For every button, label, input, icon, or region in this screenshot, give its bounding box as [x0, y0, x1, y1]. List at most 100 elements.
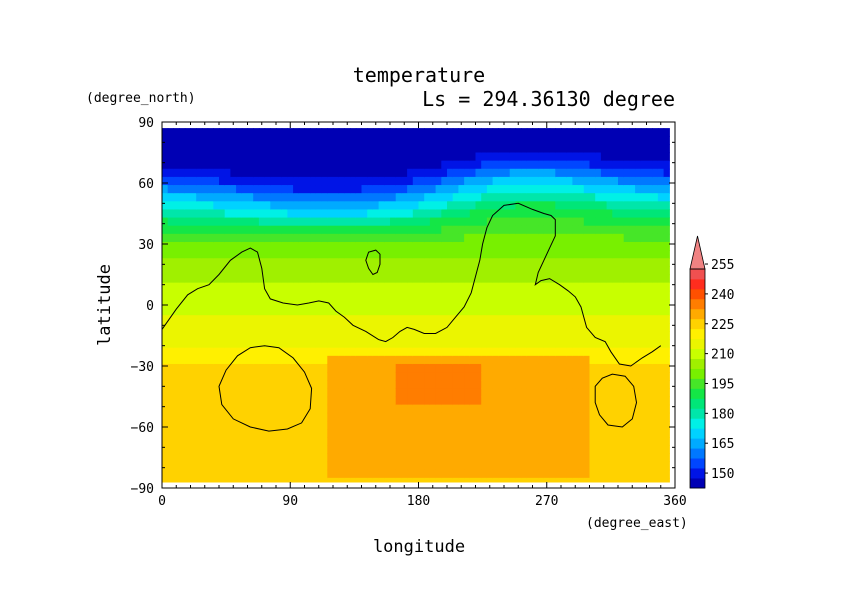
field-cell	[315, 388, 323, 398]
field-cell	[629, 136, 636, 145]
field-cell	[298, 437, 306, 446]
x-tick-label: 180	[407, 494, 430, 509]
field-cell	[401, 241, 408, 251]
field-cell	[521, 266, 528, 276]
y-tick-label: 0	[146, 299, 154, 314]
field-cell	[355, 445, 363, 455]
field-cell	[190, 266, 197, 276]
field-cell	[429, 388, 437, 398]
field-cell	[657, 323, 665, 333]
field-cell	[566, 241, 573, 251]
field-cell	[635, 331, 642, 341]
field-cell	[492, 347, 499, 357]
field-cell	[481, 461, 488, 471]
field-cell	[338, 193, 345, 202]
field-cell	[378, 152, 385, 162]
field-cell	[606, 225, 613, 235]
field-cell	[162, 217, 169, 227]
field-cell	[424, 233, 431, 243]
field-cell	[589, 380, 596, 389]
field-cell	[304, 136, 311, 145]
field-cell	[452, 201, 459, 211]
field-cell	[179, 152, 186, 162]
field-cell	[492, 152, 499, 162]
field-cell	[355, 136, 363, 145]
field-cell	[441, 241, 448, 251]
field-cell	[635, 274, 642, 284]
field-cell	[179, 250, 186, 259]
field-cell	[219, 136, 226, 145]
field-cell	[338, 144, 345, 154]
field-cell	[549, 323, 556, 333]
field-cell	[475, 290, 482, 300]
field-cell	[646, 225, 653, 235]
field-cell	[629, 160, 636, 170]
field-cell	[566, 323, 573, 333]
field-cell	[555, 176, 562, 186]
field-cell	[532, 347, 539, 357]
field-cell	[236, 274, 243, 284]
field-cell	[213, 266, 220, 276]
field-cell	[287, 420, 294, 430]
field-cell	[344, 388, 351, 398]
field-cell	[190, 217, 197, 227]
field-cell	[201, 266, 209, 276]
field-cell	[555, 355, 562, 365]
field-cell	[429, 185, 437, 194]
field-cell	[287, 437, 294, 446]
field-cell	[418, 307, 425, 316]
field-cell	[298, 233, 306, 243]
field-cell	[247, 290, 254, 300]
field-cell	[640, 437, 648, 446]
field-cell	[640, 282, 648, 292]
field-cell	[310, 347, 317, 357]
field-cell	[298, 185, 306, 194]
field-cell	[583, 372, 591, 381]
field-cell	[361, 250, 368, 259]
field-cell	[618, 282, 625, 292]
field-cell	[521, 355, 528, 365]
field-cell	[612, 144, 619, 154]
field-cell	[452, 168, 459, 178]
field-cell	[372, 469, 380, 479]
field-cell	[623, 258, 630, 267]
field-cell	[572, 461, 579, 471]
field-cell	[350, 144, 357, 154]
field-cell	[258, 380, 266, 389]
field-cell	[173, 388, 180, 398]
field-cell	[219, 185, 226, 194]
field-cell	[213, 445, 220, 455]
field-cell	[395, 437, 402, 446]
field-cell	[372, 307, 380, 316]
field-cell	[652, 298, 659, 308]
field-cell	[486, 250, 494, 259]
field-cell	[481, 250, 488, 259]
field-cell	[258, 331, 266, 341]
field-cell	[543, 233, 551, 243]
field-cell	[646, 217, 653, 227]
field-cell	[338, 168, 345, 178]
field-cell	[372, 355, 380, 365]
field-cell	[515, 152, 522, 162]
field-cell	[401, 307, 408, 316]
field-cell	[264, 453, 271, 463]
field-cell	[315, 193, 323, 202]
field-cell	[492, 445, 499, 455]
field-cell	[270, 380, 277, 389]
field-cell	[224, 233, 231, 243]
field-cell	[162, 193, 169, 202]
field-cell	[372, 298, 380, 308]
field-cell	[452, 176, 459, 186]
field-cell	[184, 144, 192, 154]
field-cell	[635, 396, 642, 406]
field-cell	[407, 258, 414, 267]
field-cell	[179, 363, 186, 373]
field-cell	[589, 429, 596, 438]
field-cell	[526, 176, 534, 186]
field-cell	[390, 290, 397, 300]
field-cell	[390, 323, 397, 333]
field-cell	[600, 282, 608, 292]
field-cell	[475, 380, 482, 389]
field-cell	[384, 217, 391, 227]
field-cell	[458, 380, 465, 389]
